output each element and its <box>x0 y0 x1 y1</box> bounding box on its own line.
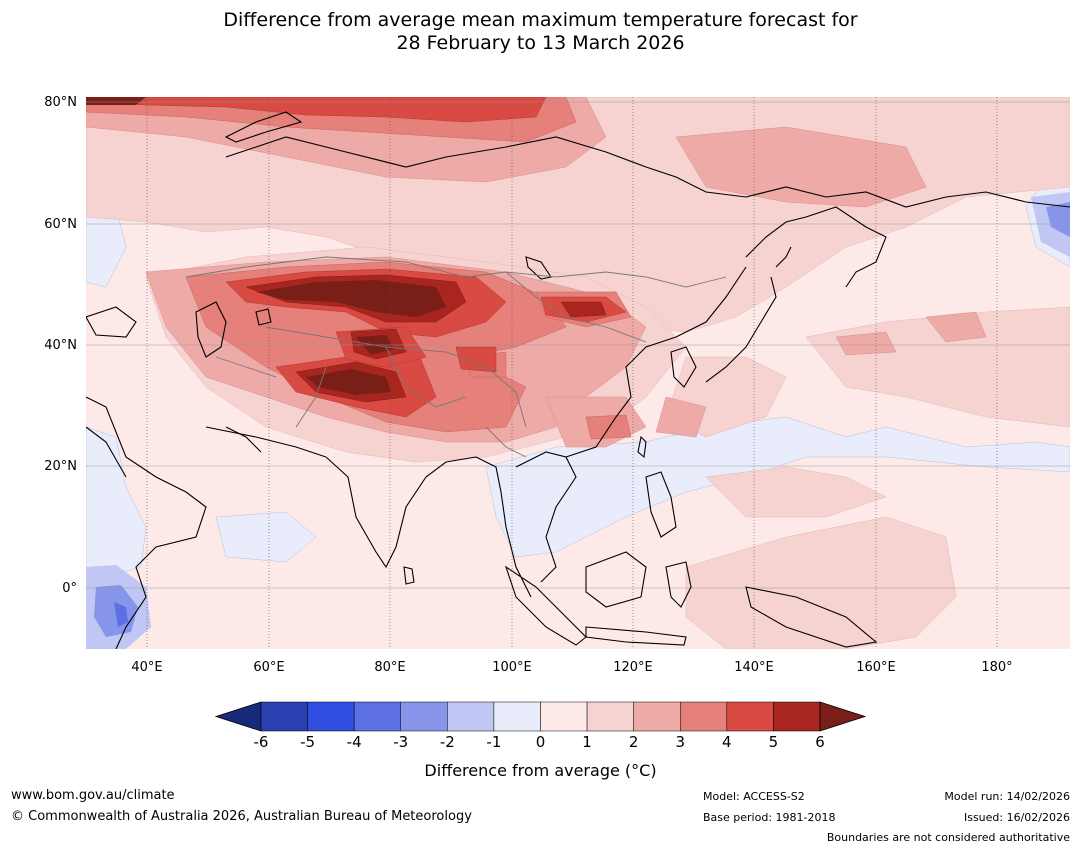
colorbar-tick-label: 4 <box>722 733 732 751</box>
colorbar-extend-high <box>819 701 867 732</box>
colorbar-tick-label: -3 <box>393 733 409 751</box>
colorbar-segment <box>633 701 681 732</box>
coastlines <box>86 111 1070 649</box>
colorbar-segment <box>493 701 541 732</box>
footer-model: Model: ACCESS-S2 <box>703 790 805 803</box>
lat-label-80n: 80°N <box>44 95 77 110</box>
colorbar-segment <box>400 701 448 732</box>
colorbar-segment <box>680 701 728 732</box>
colorbar-label: Difference from average (°C) <box>424 761 657 780</box>
lon-label-120e: 120°E <box>613 660 653 675</box>
colorbar-segment <box>586 701 634 732</box>
colorbar-segment <box>726 701 774 732</box>
graticule <box>86 101 1070 589</box>
lon-label-100e: 100°E <box>492 660 532 675</box>
lat-label-40n: 40°N <box>44 338 77 353</box>
colorbar <box>214 701 867 732</box>
colorbar-tick-label: 1 <box>582 733 592 751</box>
lon-label-80e: 80°E <box>374 660 406 675</box>
colorbar-tick-label: -6 <box>253 733 269 751</box>
colorbar-tick-label: 5 <box>768 733 779 751</box>
lon-label-160e: 160°E <box>856 660 896 675</box>
lon-label-140e: 140°E <box>734 660 774 675</box>
map-title-line2: 28 February to 13 March 2026 <box>396 32 685 54</box>
lat-label-0: 0° <box>62 581 77 596</box>
footer-base-period: Base period: 1981-2018 <box>703 811 836 824</box>
map-title-line1: Difference from average mean maximum tem… <box>223 9 858 31</box>
colorbar-tick-label: -1 <box>486 733 502 751</box>
colorbar-extend-low <box>214 701 262 732</box>
footer-disclaimer: Boundaries are not considered authoritat… <box>826 831 1070 844</box>
colorbar-tick-label: -4 <box>346 733 362 751</box>
map-title: Difference from average mean maximum tem… <box>0 9 1081 55</box>
colorbar-tick-label: 6 <box>815 733 825 751</box>
colorbar-tick-label: -5 <box>300 733 316 751</box>
lat-label-20n: 20°N <box>44 459 77 474</box>
colorbar-segment <box>540 701 588 732</box>
lon-label-180: 180° <box>981 660 1013 675</box>
colorbar-tick-label: 0 <box>535 733 546 751</box>
lon-label-60e: 60°E <box>253 660 285 675</box>
colorbar-tick-label: 3 <box>675 733 686 751</box>
strong-below-average-regions <box>86 192 1070 649</box>
footer-model-run: Model run: 14/02/2026 <box>944 790 1070 803</box>
colorbar-segment <box>773 701 821 732</box>
colorbar-tick-label: 2 <box>628 733 639 751</box>
colorbar-segment <box>307 701 355 732</box>
below-average-regions <box>86 166 1070 578</box>
meridians <box>146 97 998 649</box>
colorbar-tick-label: -2 <box>439 733 455 751</box>
footer-issued: Issued: 16/02/2026 <box>963 811 1070 824</box>
footer-copyright: © Commonwealth of Australia 2026, Austra… <box>11 809 472 824</box>
forecast-map[interactable] <box>86 97 1070 649</box>
footer-url[interactable]: www.bom.gov.au/climate <box>11 788 175 803</box>
colorbar-segment <box>447 701 495 732</box>
lat-label-60n: 60°N <box>44 217 77 232</box>
country-boundaries <box>185 256 727 458</box>
lon-label-40e: 40°E <box>131 660 163 675</box>
colorbar-segment <box>353 701 401 732</box>
colorbar-segment <box>260 701 308 732</box>
map-svg <box>86 97 1070 649</box>
